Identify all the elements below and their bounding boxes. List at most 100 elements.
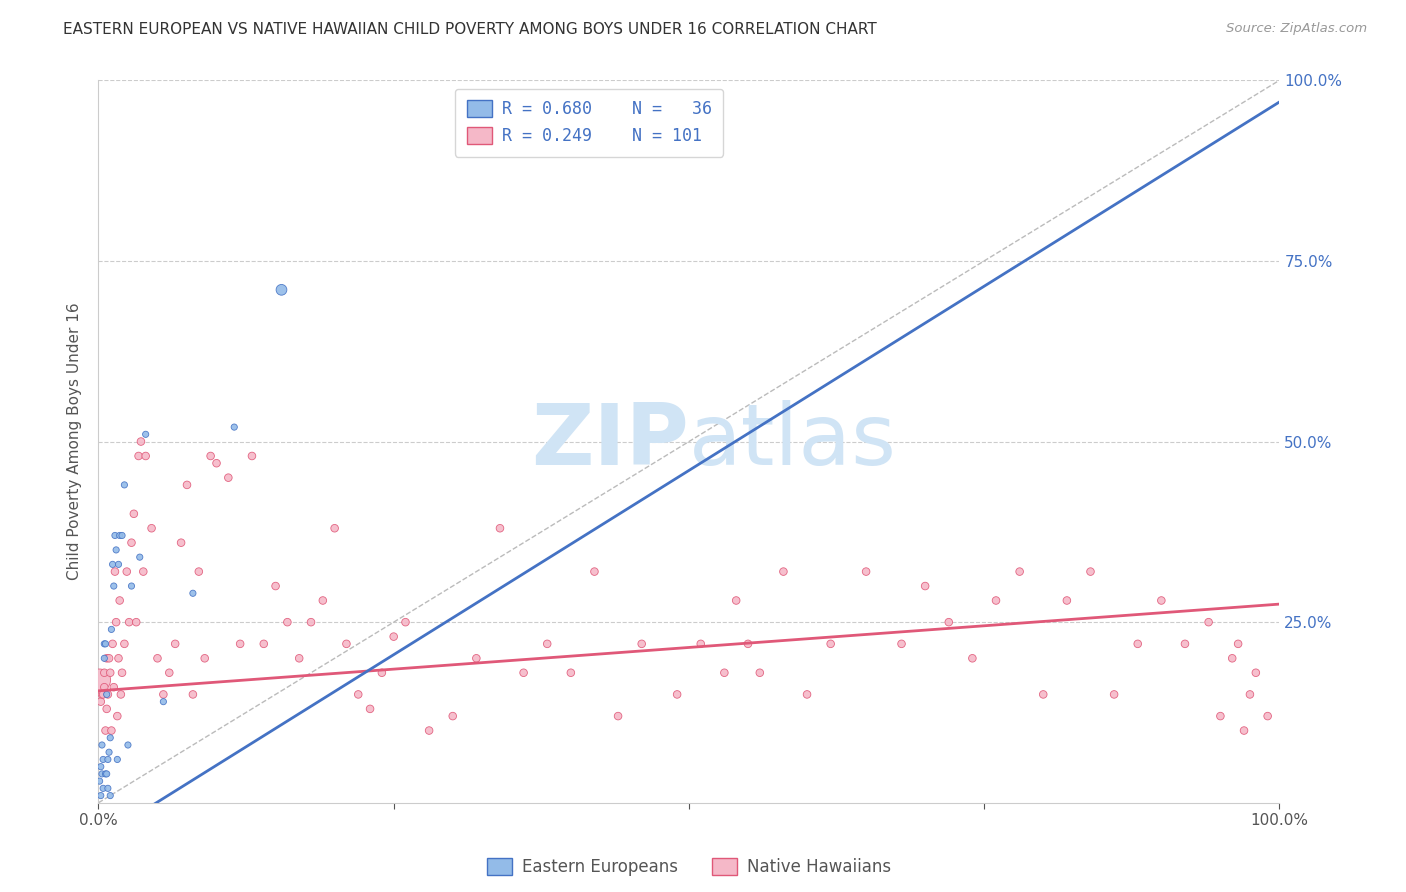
Point [465,651,488,665]
Point [1126,637,1149,651]
Point [217,470,239,484]
Point [1102,687,1125,701]
Point [118,615,141,630]
Point [713,665,735,680]
Point [93,665,115,680]
Point [962,651,984,665]
Point [96,702,118,716]
Point [276,615,298,630]
Point [101,637,124,651]
Point [91,687,114,701]
Point [110,687,132,701]
Point [128,449,150,463]
Point [141,521,163,535]
Point [1227,637,1250,651]
Point [187,565,209,579]
Point [666,687,689,701]
Point [91,738,114,752]
Point [128,550,150,565]
Point [737,637,759,651]
Point [117,738,139,752]
Point [347,687,370,701]
Point [94,723,117,738]
Point [98,789,121,803]
Point [152,687,174,701]
Point [270,283,292,297]
Point [129,434,152,449]
Text: Source: ZipAtlas.com: Source: ZipAtlas.com [1226,22,1367,36]
Point [1174,637,1197,651]
Point [108,593,131,607]
Point [111,665,134,680]
Point [103,680,125,694]
Point [96,651,118,665]
Point [240,449,263,463]
Point [100,623,122,637]
Point [93,637,115,651]
Point [441,709,464,723]
Point [890,637,912,651]
Point [194,651,217,665]
Point [90,695,112,709]
Point [96,687,118,701]
Point [288,651,311,665]
Point [121,579,143,593]
Point [105,542,128,557]
Point [105,615,128,630]
Point [229,637,252,651]
Point [94,637,117,651]
Point [98,731,121,745]
Point [98,745,121,759]
Point [98,665,121,680]
Point [132,565,155,579]
Point [418,723,440,738]
Point [607,709,630,723]
Point [583,565,606,579]
Point [89,774,111,789]
Point [115,565,138,579]
Point [1257,709,1279,723]
Point [820,637,842,651]
Point [1008,565,1031,579]
Point [394,615,416,630]
Point [104,528,127,542]
Point [121,535,143,549]
Point [984,593,1007,607]
Point [560,665,582,680]
Point [91,687,114,701]
Point [90,760,112,774]
Point [1032,687,1054,701]
Point [90,789,112,803]
Point [323,521,346,535]
Point [135,427,157,442]
Point [181,586,204,600]
Point [112,478,135,492]
Point [112,637,135,651]
Point [264,579,287,593]
Point [93,651,115,665]
Point [1056,593,1078,607]
Point [914,579,936,593]
Point [1209,709,1232,723]
Point [152,695,174,709]
Point [135,449,157,463]
Point [748,665,770,680]
Point [104,565,127,579]
Point [111,528,134,542]
Point [105,752,128,766]
Point [200,449,222,463]
Point [165,637,187,651]
Point [97,752,120,766]
Point [91,752,114,766]
Point [855,565,877,579]
Point [98,651,121,665]
Point [359,702,381,716]
Point [107,558,129,572]
Point [689,637,711,651]
Point [371,665,394,680]
Point [224,420,246,434]
Point [335,637,357,651]
Point [253,637,276,651]
Point [312,593,335,607]
Point [100,723,122,738]
